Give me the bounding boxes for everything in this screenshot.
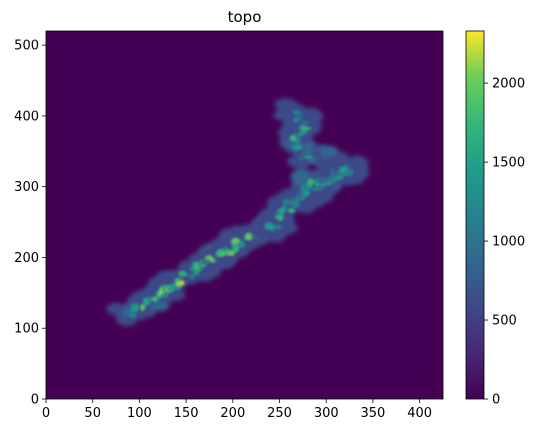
terrain-peak xyxy=(205,258,211,265)
terrain-peak xyxy=(287,208,296,213)
y-tick-label: 200 xyxy=(14,251,39,266)
y-tick-label: 0 xyxy=(31,393,39,408)
terrain-peak xyxy=(292,109,300,115)
terrain-peak xyxy=(294,145,303,150)
terrain-peak xyxy=(345,164,350,168)
terrain-peak xyxy=(300,184,309,192)
terrain-peak xyxy=(317,180,325,185)
terrain-peak xyxy=(291,201,299,207)
terrain-peak xyxy=(159,286,164,295)
y-tick-label: 100 xyxy=(14,322,39,337)
y-tick-label: 300 xyxy=(14,180,39,195)
terrain-peak xyxy=(278,206,287,214)
terrain-peak xyxy=(192,271,200,276)
terrain-peak xyxy=(295,136,301,144)
terrain-peak xyxy=(171,282,176,288)
terrain-peak xyxy=(133,304,139,311)
terrain-peak xyxy=(151,296,159,303)
x-tick-label: 150 xyxy=(174,406,199,421)
terrain-peak xyxy=(307,178,315,186)
terrain-peak xyxy=(161,284,170,288)
terrain-peak xyxy=(295,151,302,158)
y-tick-label: 500 xyxy=(14,39,39,54)
terrain-peak xyxy=(189,267,196,271)
terrain-peak xyxy=(217,248,225,254)
terrain-peak xyxy=(313,161,322,167)
terrain-peak xyxy=(289,134,298,142)
terrain-peak xyxy=(142,302,148,307)
terrain-peak xyxy=(178,270,187,277)
terrain-peak xyxy=(146,296,153,303)
colorbar-tick-label: 500 xyxy=(492,314,517,329)
x-tick-label: 0 xyxy=(42,406,50,421)
terrain-peak xyxy=(142,299,147,304)
x-tick-label: 350 xyxy=(361,406,386,421)
terrain-cell xyxy=(274,98,298,111)
chart-title: topo xyxy=(228,8,262,26)
terrain-peak xyxy=(277,215,284,221)
x-tick-label: 250 xyxy=(267,406,292,421)
x-tick-label: 200 xyxy=(220,406,245,421)
colorbar xyxy=(465,30,485,400)
x-tick-label: 50 xyxy=(84,406,101,421)
colorbar-tick-label: 1000 xyxy=(492,235,525,250)
y-tick-label: 400 xyxy=(14,109,39,124)
terrain-peak xyxy=(290,196,297,201)
terrain-peak xyxy=(332,166,341,172)
terrain-peak xyxy=(160,292,170,299)
terrain-peak xyxy=(238,242,244,246)
y-axis: 0 100 200 300 400 500 xyxy=(14,39,46,408)
terrain-layer xyxy=(106,98,370,327)
terrain-peak xyxy=(327,157,334,165)
terrain-peak xyxy=(185,271,191,278)
terrain-peak xyxy=(343,168,354,177)
terrain-peak xyxy=(189,274,195,280)
colorbar-tick-label: 2000 xyxy=(492,77,525,92)
x-axis: 0 50 100 150 200 250 300 350 400 xyxy=(42,399,432,421)
terrain-north-island xyxy=(250,98,370,241)
terrain-peak xyxy=(297,132,304,137)
colorbar-tick-label: 1500 xyxy=(492,156,525,171)
terrain-peak xyxy=(201,258,206,265)
x-tick-label: 300 xyxy=(314,406,339,421)
terrain-peak xyxy=(213,256,218,263)
terrain-peak xyxy=(282,198,292,206)
colorbar-axis: 0 500 1000 1500 2000 xyxy=(484,77,525,408)
terrain-peak xyxy=(297,126,303,130)
x-tick-label: 100 xyxy=(127,406,152,421)
terrain-peak xyxy=(293,116,302,121)
terrain-peak xyxy=(230,243,238,248)
terrain-peak xyxy=(300,122,306,126)
plot-frame xyxy=(45,30,444,400)
terrain-peak xyxy=(302,126,312,131)
terrain-peak xyxy=(324,171,330,180)
plot-background xyxy=(46,31,443,399)
colorbar-tick-label: 0 xyxy=(492,393,500,408)
terrain-peak xyxy=(273,224,283,230)
terrain-peak xyxy=(304,155,313,160)
x-tick-label: 400 xyxy=(407,406,432,421)
terrain-peak xyxy=(264,222,275,231)
terrain-peak xyxy=(315,185,325,190)
terrain-cell xyxy=(353,164,370,180)
terrain-peak xyxy=(310,187,319,192)
terrain-peak xyxy=(178,276,183,281)
terrain-south-island-ridge xyxy=(106,210,291,327)
terrain-peak xyxy=(332,158,343,162)
